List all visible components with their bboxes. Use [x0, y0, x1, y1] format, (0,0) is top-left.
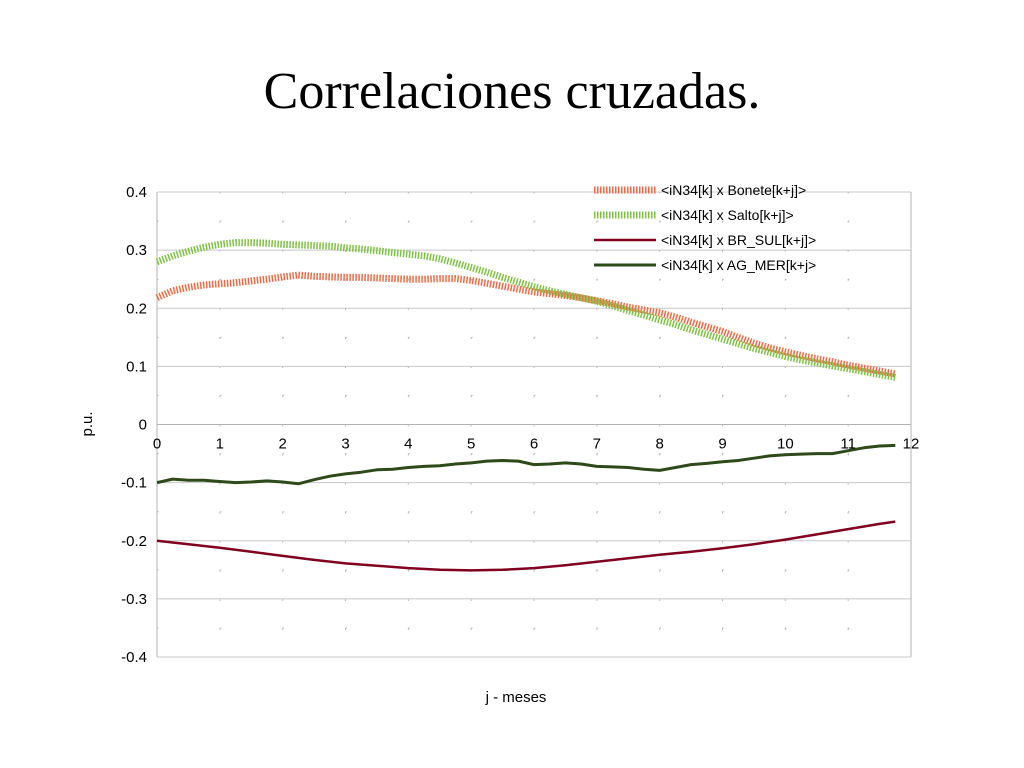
legend-label: <iN34[k] x Bonete[k+j]> — [661, 182, 806, 198]
y-tick-label: 0.3 — [126, 242, 147, 259]
x-tick-label: 8 — [655, 436, 663, 453]
y-axis-title: p.u. — [79, 411, 96, 436]
x-tick-label: 9 — [718, 436, 726, 453]
y-tick-label: -0.3 — [121, 591, 147, 608]
tick-labels: 0.40.30.20.10-0.1-0.2-0.3-0.40 1 2 3 4 5 6 7 8 9 1… — [121, 184, 919, 666]
series-salto — [155, 239, 896, 381]
y-tick-label: 0.2 — [126, 300, 147, 317]
slide-title: Correlaciones cruzadas. — [263, 63, 761, 120]
y-tick-label: 0.1 — [126, 358, 147, 375]
y-tick-label: -0.1 — [121, 475, 147, 492]
x-tick-label: 3 — [341, 436, 349, 453]
y-tick-label: -0.4 — [121, 649, 147, 666]
series-br-sul — [156, 520, 896, 572]
x-tick-label: 7 — [593, 436, 601, 453]
legend-label: <iN34[k] x BR_SUL[k+j]> — [661, 232, 816, 248]
series-bonete — [155, 271, 896, 378]
legend-label: <iN34[k] x Salto[k+j]> — [661, 207, 794, 223]
legend: <iN34[k] x Bonete[k+j]> <iN34[k] x Salto[… — [594, 182, 816, 273]
y-tick-label: 0.4 — [126, 184, 147, 201]
x-axis-title: j - meses — [485, 689, 547, 706]
x-tick-label: 12 — [903, 436, 920, 453]
x-tick-label: 4 — [404, 436, 412, 453]
grid — [156, 191, 912, 658]
x-tick-label: 6 — [530, 436, 538, 453]
x-tick-label: 10 — [777, 436, 794, 453]
axes — [156, 192, 912, 657]
series-layer — [155, 239, 896, 572]
y-tick-label: -0.2 — [121, 533, 147, 550]
x-tick-label: 0 — [153, 436, 161, 453]
legend-label: <iN34[k] x AG_MER[k+j> — [661, 257, 816, 273]
x-tick-label: 5 — [467, 436, 475, 453]
x-tick-label: 11 — [840, 436, 856, 453]
series-ag-mer — [156, 443, 896, 486]
x-tick-label: 2 — [278, 436, 286, 453]
x-tick-label: 1 — [216, 436, 224, 453]
y-tick-label: 0 — [139, 417, 147, 434]
